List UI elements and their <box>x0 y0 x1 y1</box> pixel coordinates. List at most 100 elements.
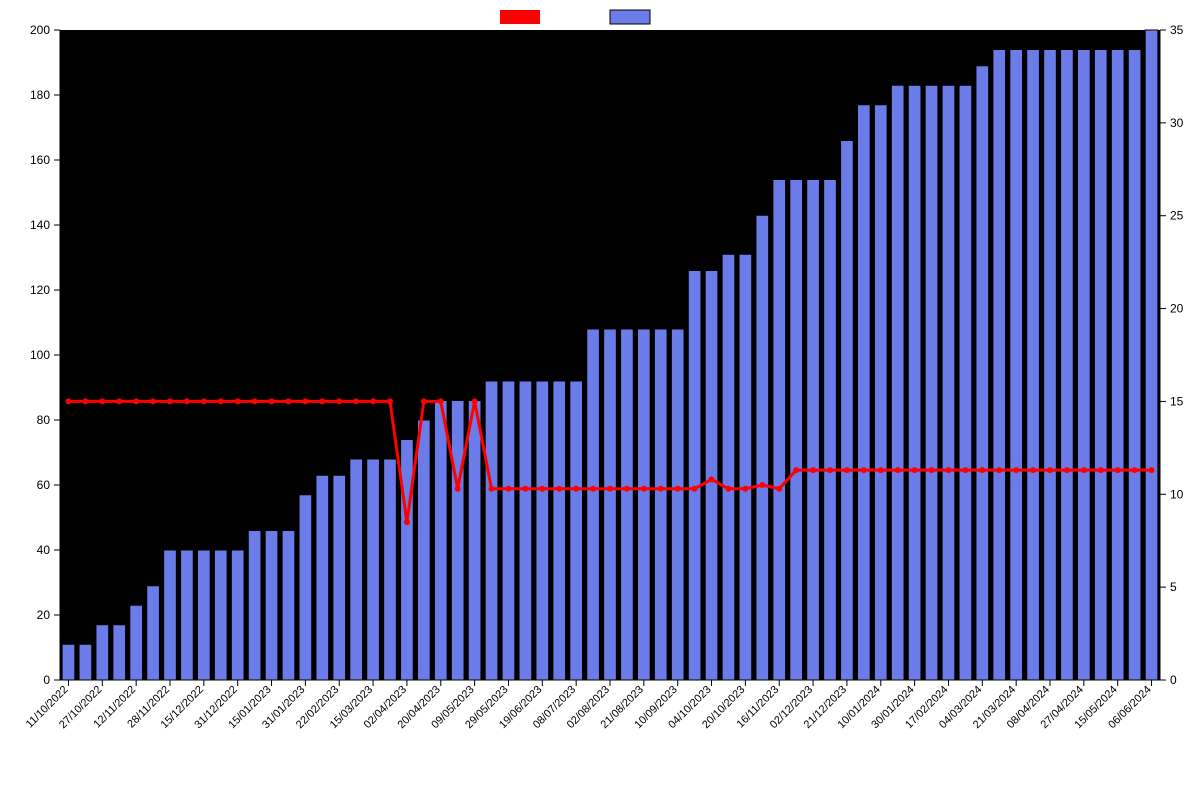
bar <box>1111 50 1124 681</box>
bar <box>688 271 701 681</box>
line-marker <box>1064 467 1070 473</box>
line-marker <box>725 486 731 492</box>
bar <box>621 329 634 680</box>
bar <box>316 475 329 680</box>
line-marker <box>675 486 681 492</box>
line-marker <box>489 486 495 492</box>
line-marker <box>962 467 968 473</box>
line-marker <box>65 398 71 404</box>
line-marker <box>252 398 258 404</box>
legend-bar-swatch <box>610 10 650 24</box>
bar <box>874 105 887 680</box>
bar <box>824 180 837 681</box>
line-marker <box>895 467 901 473</box>
bar <box>705 271 718 681</box>
line-marker <box>827 467 833 473</box>
line-marker <box>184 398 190 404</box>
bar <box>756 215 769 680</box>
line-marker <box>167 398 173 404</box>
bar <box>265 531 278 681</box>
line-marker <box>996 467 1002 473</box>
line-marker <box>370 398 376 404</box>
line-marker <box>1115 467 1121 473</box>
bar <box>231 550 244 680</box>
y-right-tick-label: 15 <box>1170 394 1184 408</box>
bar <box>942 85 955 680</box>
bar <box>451 401 464 681</box>
bar <box>350 459 363 680</box>
line-marker <box>1098 467 1104 473</box>
line-marker <box>201 398 207 404</box>
bar <box>841 141 854 681</box>
bar <box>401 440 414 681</box>
bar <box>198 550 211 680</box>
line-marker <box>742 486 748 492</box>
chart-container: 0204060801001201401601802000510152025303… <box>0 0 1200 800</box>
line-marker <box>438 398 444 404</box>
bar <box>671 329 684 680</box>
legend-line-swatch <box>500 10 540 24</box>
line-marker <box>133 398 139 404</box>
bar <box>638 329 651 680</box>
bar <box>1094 50 1107 681</box>
bar <box>299 495 312 680</box>
bar <box>282 531 295 681</box>
line-marker <box>285 398 291 404</box>
y-right-tick-label: 35 <box>1170 23 1184 37</box>
line-marker <box>505 486 511 492</box>
line-marker <box>116 398 122 404</box>
bar <box>164 550 177 680</box>
bar <box>604 329 617 680</box>
bar <box>519 381 532 680</box>
line-marker <box>269 398 275 404</box>
bar <box>722 254 735 680</box>
line-marker <box>404 519 410 525</box>
line-marker <box>235 398 241 404</box>
bar <box>891 85 904 680</box>
line-marker <box>1149 467 1155 473</box>
bar <box>333 475 346 680</box>
bar <box>248 531 261 681</box>
y-right-tick-label: 30 <box>1170 116 1184 130</box>
line-marker <box>150 398 156 404</box>
line-marker <box>709 476 715 482</box>
line-marker <box>522 486 528 492</box>
y-left-tick-label: 180 <box>30 88 50 102</box>
y-right-tick-label: 10 <box>1170 487 1184 501</box>
bar <box>468 401 481 681</box>
bar <box>1078 50 1091 681</box>
line-marker <box>929 467 935 473</box>
line-marker <box>82 398 88 404</box>
bar <box>790 180 803 681</box>
bar <box>367 459 380 680</box>
line-marker <box>573 486 579 492</box>
bar <box>1027 50 1040 681</box>
y-right-tick-label: 5 <box>1170 580 1177 594</box>
line-marker <box>472 398 478 404</box>
y-right-tick-label: 20 <box>1170 302 1184 316</box>
line-marker <box>979 467 985 473</box>
line-marker <box>759 482 765 488</box>
bar <box>654 329 667 680</box>
bar <box>79 644 92 680</box>
bar <box>1061 50 1074 681</box>
line-marker <box>912 467 918 473</box>
bar <box>858 105 871 680</box>
bar <box>62 644 75 680</box>
line-marker <box>218 398 224 404</box>
line-marker <box>353 398 359 404</box>
y-left-tick-label: 100 <box>30 348 50 362</box>
bar <box>587 329 600 680</box>
bar <box>1010 50 1023 681</box>
line-marker <box>607 486 613 492</box>
bar <box>1145 30 1158 680</box>
y-right-tick-label: 25 <box>1170 209 1184 223</box>
bar <box>434 401 447 681</box>
bar <box>553 381 566 680</box>
bar <box>993 50 1006 681</box>
y-left-tick-label: 80 <box>37 413 51 427</box>
y-left-tick-label: 120 <box>30 283 50 297</box>
bar <box>925 85 938 680</box>
bar <box>976 66 989 680</box>
line-marker <box>556 486 562 492</box>
